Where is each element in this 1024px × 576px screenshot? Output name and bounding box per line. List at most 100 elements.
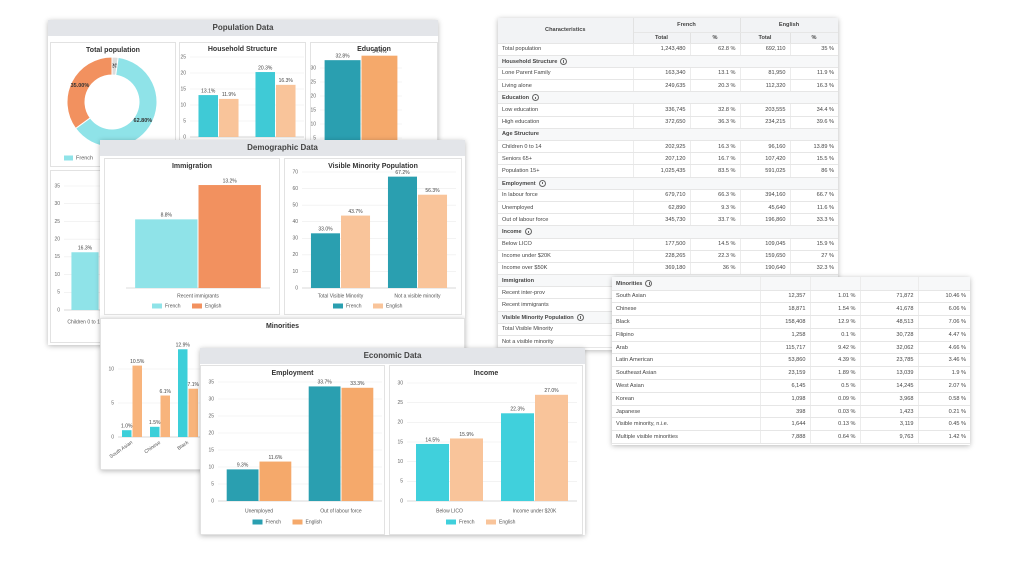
section-cell: Employment [498,177,838,190]
bar [255,72,275,137]
legend-swatch [252,519,263,525]
table-cell: 13.1 % [689,67,740,81]
y-tick-label: 10 [208,464,214,470]
legend-label: English [306,519,323,525]
section-title: Employment [502,180,536,187]
table-cell: High education [498,116,633,129]
y-tick-label: 5 [183,118,186,124]
legend-label: French [76,155,93,161]
table-cell: 203,555 [739,103,790,117]
info-icon [524,228,532,236]
y-tick-label: 30 [292,236,298,242]
table-cell: 16.3 % [789,79,838,93]
table-cell: 1.01 % [809,290,860,304]
bar [178,349,188,437]
table-cell: 109,045 [739,238,790,251]
table-cell: 81,950 [739,67,790,81]
table-cell: 45,640 [739,201,790,215]
legend-swatch [486,519,496,525]
table-cell: Southeast Asian [612,366,760,381]
section-title: Income [502,229,522,236]
table-cell: Filipino [612,328,760,342]
y-tick-label: 10 [108,366,114,372]
table-row: Japanese 398 0.03 % 1,423 0.21 % [612,405,970,419]
legend-swatch [373,303,383,309]
header-cell [809,277,860,291]
y-tick-label: 20 [54,236,60,242]
table-row: Multiple visible minorities 7,888 0.64 % 9,… [612,430,970,445]
y-tick-label: 10 [54,272,60,278]
table-cell: 7.06 % [917,315,970,329]
table-cell: 679,710 [632,189,690,202]
table-cell: 1,025,435 [632,164,690,178]
y-tick-label: 0 [183,134,186,140]
y-tick-label: 5 [211,481,214,487]
table-cell: 369,180 [632,262,690,276]
table-row: Below LICO 177,500 14.5 % 109,045 15.9 % [498,238,838,251]
x-tick-label: Unemployed [245,508,273,514]
table-row: Income over $50K 369,180 36 % 190,640 32.3 % [498,262,838,276]
y-tick-label: 20 [292,252,298,258]
table-cell: 0.13 % [809,417,860,432]
y-tick-label: 0 [400,498,403,504]
table-cell: 10.46 % [917,290,970,304]
table-row: High education 372,650 36.3 % 234,215 39.6 % [498,116,838,129]
table-cell: 159,650 [739,250,790,263]
table-row: Visible minority, n.i.e. 1,644 0.13 % 3,119… [612,417,970,432]
table-cell: 32.3 % [789,262,838,276]
legend-swatch [292,519,303,525]
table-cell: 1.89 % [809,366,860,381]
bar-label: 6.1% [160,389,172,395]
table-cell: 14.5 % [689,238,740,251]
section-title: Immigration [502,277,535,284]
table-cell: 4.66 % [917,341,970,355]
table-cell: 22.3 % [689,250,740,263]
table-cell: 228,265 [632,250,690,263]
table-title: Minorities [616,280,643,287]
table-cell: Recent immigrants [498,298,633,312]
table-cell: 33.3 % [789,213,838,227]
y-tick-label: 25 [310,79,316,85]
bar [198,95,218,137]
table-cell: 2.07 % [917,379,970,393]
bar [418,194,448,288]
table-row: Seniors 65+ 207,120 16.7 % 107,420 15.5 % [498,152,838,166]
bar-label: 67.2% [395,170,410,176]
pie-slice [66,56,113,130]
y-tick-label: 30 [208,396,214,402]
table-cell: 336,745 [632,103,690,117]
legend-label: English [386,303,403,309]
table-cell: 16.3 % [689,140,740,154]
legend-label: French [165,303,181,309]
y-tick-label: 20 [180,70,186,76]
table-cell: 6,145 [759,379,810,393]
table-cell: 34.4 % [789,103,838,117]
table-cell: 0.64 % [809,430,860,445]
table-row: Arab 115,717 9.42 % 32,062 4.66 % [612,341,970,355]
table-row: Chinese 18,871 1.54 % 41,678 6.06 % [612,302,970,317]
table-cell: 3,968 [859,392,918,406]
y-tick-label: 35 [208,379,214,385]
bar [308,386,341,501]
table-cell: 1.54 % [809,302,860,317]
chart: Income 0 5 10 15 20 25 30 14.5% 15.9% Below LICO 22… [389,365,583,535]
table-cell: Below LICO [498,238,633,251]
y-tick-label: 25 [54,219,60,225]
legend-swatch [64,155,73,161]
table-cell: 18,871 [759,302,810,317]
table-cell: 177,500 [632,238,690,251]
table-cell: 398 [759,405,810,419]
bar [450,438,483,501]
info-icon [645,279,653,287]
bar-label: 33.0% [318,227,333,233]
y-tick-label: 30 [397,380,403,386]
table-cell: 3.46 % [917,353,970,368]
table-cell: Lone Parent Family [498,67,633,81]
table-cell: 41,678 [859,302,918,317]
section-row: Employment [498,177,838,190]
table-cell: 83.5 % [689,164,740,178]
chart-title: Household Structure [208,46,277,53]
table-cell: 96,160 [739,140,790,154]
bar [150,426,160,437]
